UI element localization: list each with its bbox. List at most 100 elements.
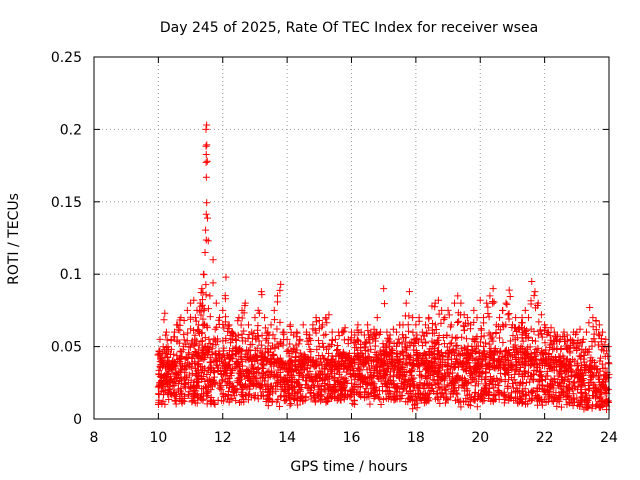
data-point xyxy=(316,367,324,375)
data-point xyxy=(294,390,302,398)
data-point xyxy=(400,385,408,393)
data-point xyxy=(376,363,384,371)
data-point xyxy=(277,380,285,388)
data-point xyxy=(271,382,279,390)
data-point xyxy=(579,376,587,384)
data-point xyxy=(219,389,227,397)
data-point xyxy=(585,362,593,370)
data-point xyxy=(451,299,458,307)
data-point xyxy=(565,399,573,407)
data-point xyxy=(197,311,205,319)
data-point xyxy=(361,375,369,383)
data-point xyxy=(181,366,189,374)
data-point xyxy=(502,299,510,307)
data-point xyxy=(404,321,412,329)
data-point xyxy=(440,315,448,323)
y-tick-label: 0 xyxy=(73,412,82,428)
data-point xyxy=(164,354,172,362)
data-point xyxy=(234,347,242,355)
data-point xyxy=(547,336,555,344)
data-point xyxy=(220,360,228,368)
data-point xyxy=(226,380,234,388)
data-point xyxy=(360,361,368,369)
data-point xyxy=(162,328,170,336)
data-point xyxy=(485,391,493,399)
data-point xyxy=(468,347,476,355)
data-point xyxy=(567,372,575,380)
data-point xyxy=(479,397,487,405)
data-point xyxy=(312,358,320,366)
data-point xyxy=(164,363,172,371)
x-tick-label: 12 xyxy=(214,430,232,446)
data-point xyxy=(509,362,517,370)
data-point xyxy=(466,362,474,370)
data-point xyxy=(162,350,170,358)
data-point xyxy=(424,394,432,402)
x-tick-label: 24 xyxy=(600,430,618,446)
data-point xyxy=(308,383,316,391)
data-point xyxy=(316,392,324,400)
data-point xyxy=(409,328,417,336)
data-point xyxy=(416,367,424,375)
data-point xyxy=(173,337,181,345)
data-point xyxy=(399,384,407,392)
data-point xyxy=(517,364,525,372)
data-point xyxy=(346,393,354,401)
data-point xyxy=(325,311,333,319)
data-point xyxy=(515,359,523,367)
data-point xyxy=(508,361,516,369)
data-point xyxy=(419,391,427,399)
data-point xyxy=(412,321,420,329)
data-point xyxy=(273,298,281,306)
data-point xyxy=(242,392,250,400)
data-point xyxy=(254,332,262,340)
data-point xyxy=(436,399,444,407)
data-point xyxy=(334,346,342,354)
data-point xyxy=(240,327,248,335)
data-point xyxy=(405,352,413,360)
data-point xyxy=(156,381,164,389)
data-point xyxy=(234,317,242,325)
data-point xyxy=(542,346,550,354)
data-point xyxy=(457,403,465,411)
data-point xyxy=(218,356,226,364)
data-point xyxy=(447,393,455,401)
data-point xyxy=(266,372,274,380)
data-point xyxy=(168,367,176,375)
data-point xyxy=(239,396,247,404)
data-point xyxy=(383,328,391,336)
data-point xyxy=(491,344,499,352)
data-point xyxy=(450,378,458,386)
data-point xyxy=(530,327,538,335)
data-point xyxy=(432,326,440,334)
data-point xyxy=(517,342,525,350)
data-point xyxy=(396,374,404,382)
data-point xyxy=(351,331,359,339)
data-point xyxy=(508,380,516,388)
data-point xyxy=(501,353,509,361)
data-point xyxy=(164,390,172,398)
data-point xyxy=(315,317,323,325)
data-point xyxy=(592,402,600,410)
data-point xyxy=(585,385,593,393)
data-point xyxy=(506,393,514,401)
data-point xyxy=(562,342,570,350)
data-point xyxy=(582,328,590,336)
data-point xyxy=(480,343,488,351)
data-point xyxy=(453,341,461,349)
data-point xyxy=(408,338,416,346)
data-point xyxy=(463,345,471,353)
data-point xyxy=(203,214,211,222)
data-point xyxy=(546,341,554,349)
data-point xyxy=(202,342,210,350)
data-point xyxy=(393,328,401,336)
data-point xyxy=(442,349,450,357)
data-point xyxy=(241,350,249,358)
data-point xyxy=(350,390,358,398)
data-point xyxy=(432,361,440,369)
x-tick-label: 16 xyxy=(343,430,361,446)
data-point xyxy=(423,329,431,337)
data-point xyxy=(313,373,321,381)
data-point xyxy=(400,375,408,383)
